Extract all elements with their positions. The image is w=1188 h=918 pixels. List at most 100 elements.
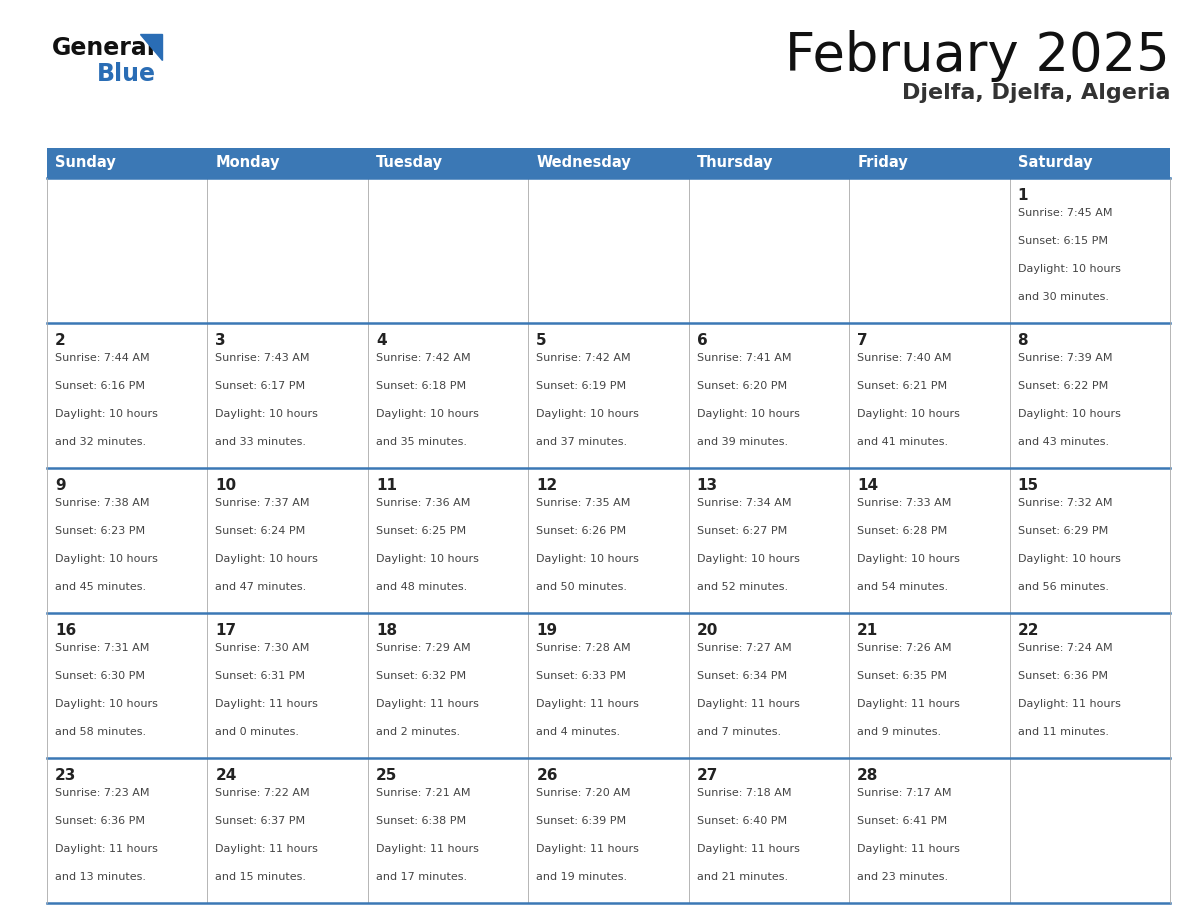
- Text: 3: 3: [215, 333, 226, 348]
- Text: Djelfa, Djelfa, Algeria: Djelfa, Djelfa, Algeria: [902, 83, 1170, 103]
- Text: Sunday: Sunday: [55, 155, 115, 171]
- Bar: [849, 178, 1010, 323]
- Text: Daylight: 11 hours: Daylight: 11 hours: [375, 699, 479, 709]
- Text: Sunset: 6:40 PM: Sunset: 6:40 PM: [696, 816, 786, 826]
- Text: Daylight: 11 hours: Daylight: 11 hours: [696, 844, 800, 854]
- Text: and 56 minutes.: and 56 minutes.: [1018, 582, 1108, 591]
- Text: 7: 7: [858, 333, 867, 348]
- Text: Sunrise: 7:20 AM: Sunrise: 7:20 AM: [536, 788, 631, 798]
- Text: Sunset: 6:18 PM: Sunset: 6:18 PM: [375, 381, 466, 391]
- Text: and 48 minutes.: and 48 minutes.: [375, 582, 467, 591]
- Text: 11: 11: [375, 478, 397, 493]
- Text: and 39 minutes.: and 39 minutes.: [696, 437, 788, 446]
- Text: General: General: [52, 36, 156, 60]
- Text: 28: 28: [858, 768, 878, 783]
- Text: and 11 minutes.: and 11 minutes.: [1018, 726, 1108, 736]
- Text: Sunset: 6:29 PM: Sunset: 6:29 PM: [1018, 526, 1108, 536]
- Text: 17: 17: [215, 623, 236, 638]
- Text: Sunrise: 7:40 AM: Sunrise: 7:40 AM: [858, 353, 952, 363]
- Text: Sunrise: 7:23 AM: Sunrise: 7:23 AM: [55, 788, 150, 798]
- Text: Daylight: 11 hours: Daylight: 11 hours: [215, 844, 318, 854]
- Text: Daylight: 10 hours: Daylight: 10 hours: [375, 409, 479, 419]
- Text: Sunset: 6:21 PM: Sunset: 6:21 PM: [858, 381, 947, 391]
- Bar: [1010, 323, 1170, 468]
- Text: and 17 minutes.: and 17 minutes.: [375, 871, 467, 881]
- Bar: [368, 758, 529, 903]
- Text: and 0 minutes.: and 0 minutes.: [215, 726, 299, 736]
- Text: and 13 minutes.: and 13 minutes.: [55, 871, 146, 881]
- Bar: [368, 323, 529, 468]
- Text: and 7 minutes.: and 7 minutes.: [696, 726, 781, 736]
- Text: Sunrise: 7:26 AM: Sunrise: 7:26 AM: [858, 643, 952, 653]
- Text: Daylight: 11 hours: Daylight: 11 hours: [858, 699, 960, 709]
- Text: 16: 16: [55, 623, 76, 638]
- Text: Sunset: 6:32 PM: Sunset: 6:32 PM: [375, 671, 466, 681]
- Text: and 9 minutes.: and 9 minutes.: [858, 726, 941, 736]
- Text: 14: 14: [858, 478, 878, 493]
- Text: Sunrise: 7:32 AM: Sunrise: 7:32 AM: [1018, 498, 1112, 508]
- Bar: [368, 613, 529, 758]
- Bar: [208, 758, 368, 903]
- Text: and 45 minutes.: and 45 minutes.: [55, 582, 146, 591]
- Text: Tuesday: Tuesday: [375, 155, 443, 171]
- Text: Blue: Blue: [97, 62, 156, 86]
- Text: Daylight: 11 hours: Daylight: 11 hours: [696, 699, 800, 709]
- Text: and 47 minutes.: and 47 minutes.: [215, 582, 307, 591]
- Text: February 2025: February 2025: [785, 30, 1170, 82]
- Text: Daylight: 10 hours: Daylight: 10 hours: [375, 554, 479, 564]
- Bar: [48, 148, 1170, 178]
- Bar: [529, 323, 689, 468]
- Text: and 32 minutes.: and 32 minutes.: [55, 437, 146, 446]
- Text: Daylight: 10 hours: Daylight: 10 hours: [696, 554, 800, 564]
- Text: Sunrise: 7:18 AM: Sunrise: 7:18 AM: [696, 788, 791, 798]
- Text: 4: 4: [375, 333, 386, 348]
- Bar: [208, 178, 368, 323]
- Bar: [1010, 468, 1170, 613]
- Text: Sunset: 6:30 PM: Sunset: 6:30 PM: [55, 671, 145, 681]
- Text: Daylight: 11 hours: Daylight: 11 hours: [375, 844, 479, 854]
- Text: Sunrise: 7:42 AM: Sunrise: 7:42 AM: [375, 353, 470, 363]
- Text: and 58 minutes.: and 58 minutes.: [55, 726, 146, 736]
- Text: Sunset: 6:39 PM: Sunset: 6:39 PM: [536, 816, 626, 826]
- Text: and 54 minutes.: and 54 minutes.: [858, 582, 948, 591]
- Text: and 33 minutes.: and 33 minutes.: [215, 437, 307, 446]
- Text: 10: 10: [215, 478, 236, 493]
- Text: and 50 minutes.: and 50 minutes.: [536, 582, 627, 591]
- Text: Sunrise: 7:38 AM: Sunrise: 7:38 AM: [55, 498, 150, 508]
- Text: Sunset: 6:41 PM: Sunset: 6:41 PM: [858, 816, 947, 826]
- Text: Daylight: 10 hours: Daylight: 10 hours: [696, 409, 800, 419]
- Text: 23: 23: [55, 768, 76, 783]
- Bar: [48, 468, 208, 613]
- Bar: [689, 323, 849, 468]
- Text: 24: 24: [215, 768, 236, 783]
- Text: Sunset: 6:34 PM: Sunset: 6:34 PM: [696, 671, 786, 681]
- Text: Sunrise: 7:21 AM: Sunrise: 7:21 AM: [375, 788, 470, 798]
- Text: Daylight: 11 hours: Daylight: 11 hours: [536, 699, 639, 709]
- Bar: [368, 178, 529, 323]
- Bar: [208, 613, 368, 758]
- Bar: [689, 178, 849, 323]
- Text: Sunset: 6:15 PM: Sunset: 6:15 PM: [1018, 236, 1107, 246]
- Text: Wednesday: Wednesday: [536, 155, 631, 171]
- Text: Sunset: 6:24 PM: Sunset: 6:24 PM: [215, 526, 305, 536]
- Text: Sunset: 6:16 PM: Sunset: 6:16 PM: [55, 381, 145, 391]
- Text: 2: 2: [55, 333, 65, 348]
- Text: Sunset: 6:19 PM: Sunset: 6:19 PM: [536, 381, 626, 391]
- Bar: [529, 178, 689, 323]
- Text: 21: 21: [858, 623, 878, 638]
- Bar: [1010, 613, 1170, 758]
- Bar: [689, 468, 849, 613]
- Text: and 30 minutes.: and 30 minutes.: [1018, 292, 1108, 302]
- Text: and 35 minutes.: and 35 minutes.: [375, 437, 467, 446]
- Text: Sunrise: 7:42 AM: Sunrise: 7:42 AM: [536, 353, 631, 363]
- Bar: [529, 468, 689, 613]
- Bar: [529, 613, 689, 758]
- Text: Daylight: 10 hours: Daylight: 10 hours: [536, 554, 639, 564]
- Text: Sunrise: 7:31 AM: Sunrise: 7:31 AM: [55, 643, 150, 653]
- Text: and 43 minutes.: and 43 minutes.: [1018, 437, 1108, 446]
- Text: Daylight: 10 hours: Daylight: 10 hours: [55, 699, 158, 709]
- Text: Sunset: 6:26 PM: Sunset: 6:26 PM: [536, 526, 626, 536]
- Text: 5: 5: [536, 333, 546, 348]
- Text: Daylight: 10 hours: Daylight: 10 hours: [1018, 263, 1120, 274]
- Text: and 4 minutes.: and 4 minutes.: [536, 726, 620, 736]
